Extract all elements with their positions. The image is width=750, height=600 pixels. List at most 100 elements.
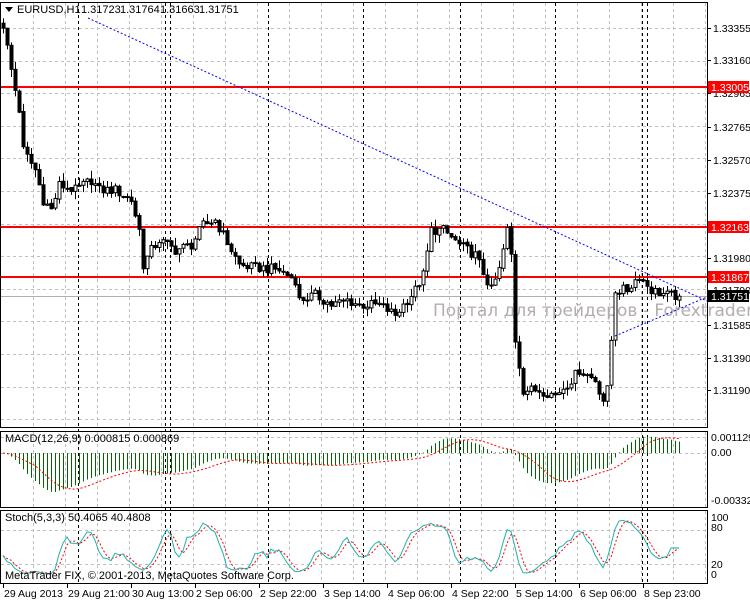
candle-body-bull (181, 243, 186, 249)
time-label: 8 Sep 23:00 (644, 588, 701, 600)
macd-panel (2, 436, 680, 492)
candle (561, 381, 566, 400)
candle (1, 18, 6, 34)
level-price-label: 1.32163 (711, 222, 749, 234)
candle-body-bear (645, 280, 650, 287)
candle-body-bull (409, 295, 414, 306)
candle-body-bull (161, 239, 166, 244)
time-label: 29 Aug 2013 (4, 588, 63, 600)
stoch-label-20: 20 (711, 559, 723, 571)
trendline-lower[interactable] (614, 296, 708, 337)
stoch-label-100: 100 (711, 512, 729, 524)
price-label: 1.32570 (713, 155, 750, 167)
candle-body-bull (501, 248, 506, 269)
candle-body-bear (225, 230, 230, 246)
candle-body-bear (485, 274, 490, 286)
candle (429, 222, 434, 253)
candle (181, 242, 186, 254)
candle (457, 235, 462, 250)
candle-body-bull (113, 185, 118, 194)
candle (537, 383, 542, 399)
candle (177, 248, 182, 263)
candle-body-bull (557, 392, 562, 395)
candle-body-bear (453, 236, 458, 241)
candle-body-bear (37, 169, 42, 186)
candle (677, 293, 682, 308)
candle-body-bull (149, 244, 154, 258)
price-label: 1.33355 (713, 23, 750, 35)
candle (217, 219, 222, 236)
time-label: 3 Sep 14:00 (324, 588, 381, 600)
price-axis[interactable]: 1.333551.331601.329651.327651.325701.323… (707, 23, 750, 397)
candle-body-bull (613, 292, 618, 341)
candle-body-bull (193, 238, 198, 250)
candle (209, 219, 214, 229)
candle (445, 225, 450, 234)
candle (173, 237, 178, 255)
candles (1, 18, 682, 407)
candle-body-bear (77, 184, 82, 187)
candle-body-bull (269, 263, 274, 274)
candle-body-bear (245, 264, 250, 270)
candle (405, 299, 410, 313)
candle-body-bear (13, 68, 18, 91)
candle (85, 177, 90, 188)
time-label: 6 Sep 06:00 (580, 588, 637, 600)
candle-body-bull (333, 301, 338, 307)
trendline-upper[interactable] (87, 17, 708, 302)
candle (265, 257, 270, 278)
candle (397, 308, 402, 318)
candle-body-bull (617, 292, 622, 295)
candle (341, 297, 346, 308)
candle (121, 195, 126, 199)
candle-body-bull (489, 284, 494, 287)
candle (629, 285, 634, 294)
candle-body-bear (89, 178, 94, 186)
horizontal-levels[interactable] (0, 86, 707, 278)
candle-body-bear (541, 392, 546, 397)
candle-body-bull (93, 183, 98, 186)
candle-body-bull (677, 295, 682, 301)
candle-body-bear (317, 290, 322, 301)
candle-body-bear (169, 240, 174, 247)
candle (673, 286, 678, 306)
candle-body-bull (157, 241, 162, 248)
price-label: 1.33160 (713, 55, 750, 67)
candle (333, 295, 338, 307)
candle (325, 299, 330, 313)
candle (377, 296, 382, 307)
candle (97, 177, 102, 193)
candle-body-bear (33, 162, 38, 171)
candle (81, 178, 86, 193)
candle (241, 258, 246, 268)
candle-body-bear (281, 270, 286, 273)
candle (553, 390, 558, 399)
candle-body-bull (505, 226, 510, 249)
candle-body-bear (593, 377, 598, 383)
candle (109, 181, 114, 198)
candle (357, 297, 362, 307)
candle (605, 385, 610, 407)
candle-body-bear (5, 27, 10, 46)
triangle-down-icon[interactable] (5, 7, 13, 12)
candle (249, 261, 254, 275)
candle-body-bear (101, 185, 106, 194)
candle-body-bull (429, 226, 434, 253)
candle-body-bull (81, 180, 86, 186)
candle (513, 250, 518, 349)
candle-body-bear (233, 251, 238, 257)
time-axis[interactable]: 29 Aug 2013 29 Aug 21:00 30 Aug 13:00 2 Sep… (3, 584, 701, 600)
candle-body-bear (589, 373, 594, 379)
candle (9, 42, 14, 77)
candle (157, 239, 162, 253)
level-price-label: 1.33005 (711, 82, 749, 94)
candle-body-bear (29, 153, 34, 164)
price-label: 1.31585 (713, 320, 750, 332)
candle (65, 180, 70, 193)
candle-body-bear (373, 299, 378, 305)
candle (69, 186, 74, 195)
stoch-label-0: 0 (711, 569, 717, 581)
candle (361, 303, 366, 314)
candle-body-bull (65, 187, 70, 190)
